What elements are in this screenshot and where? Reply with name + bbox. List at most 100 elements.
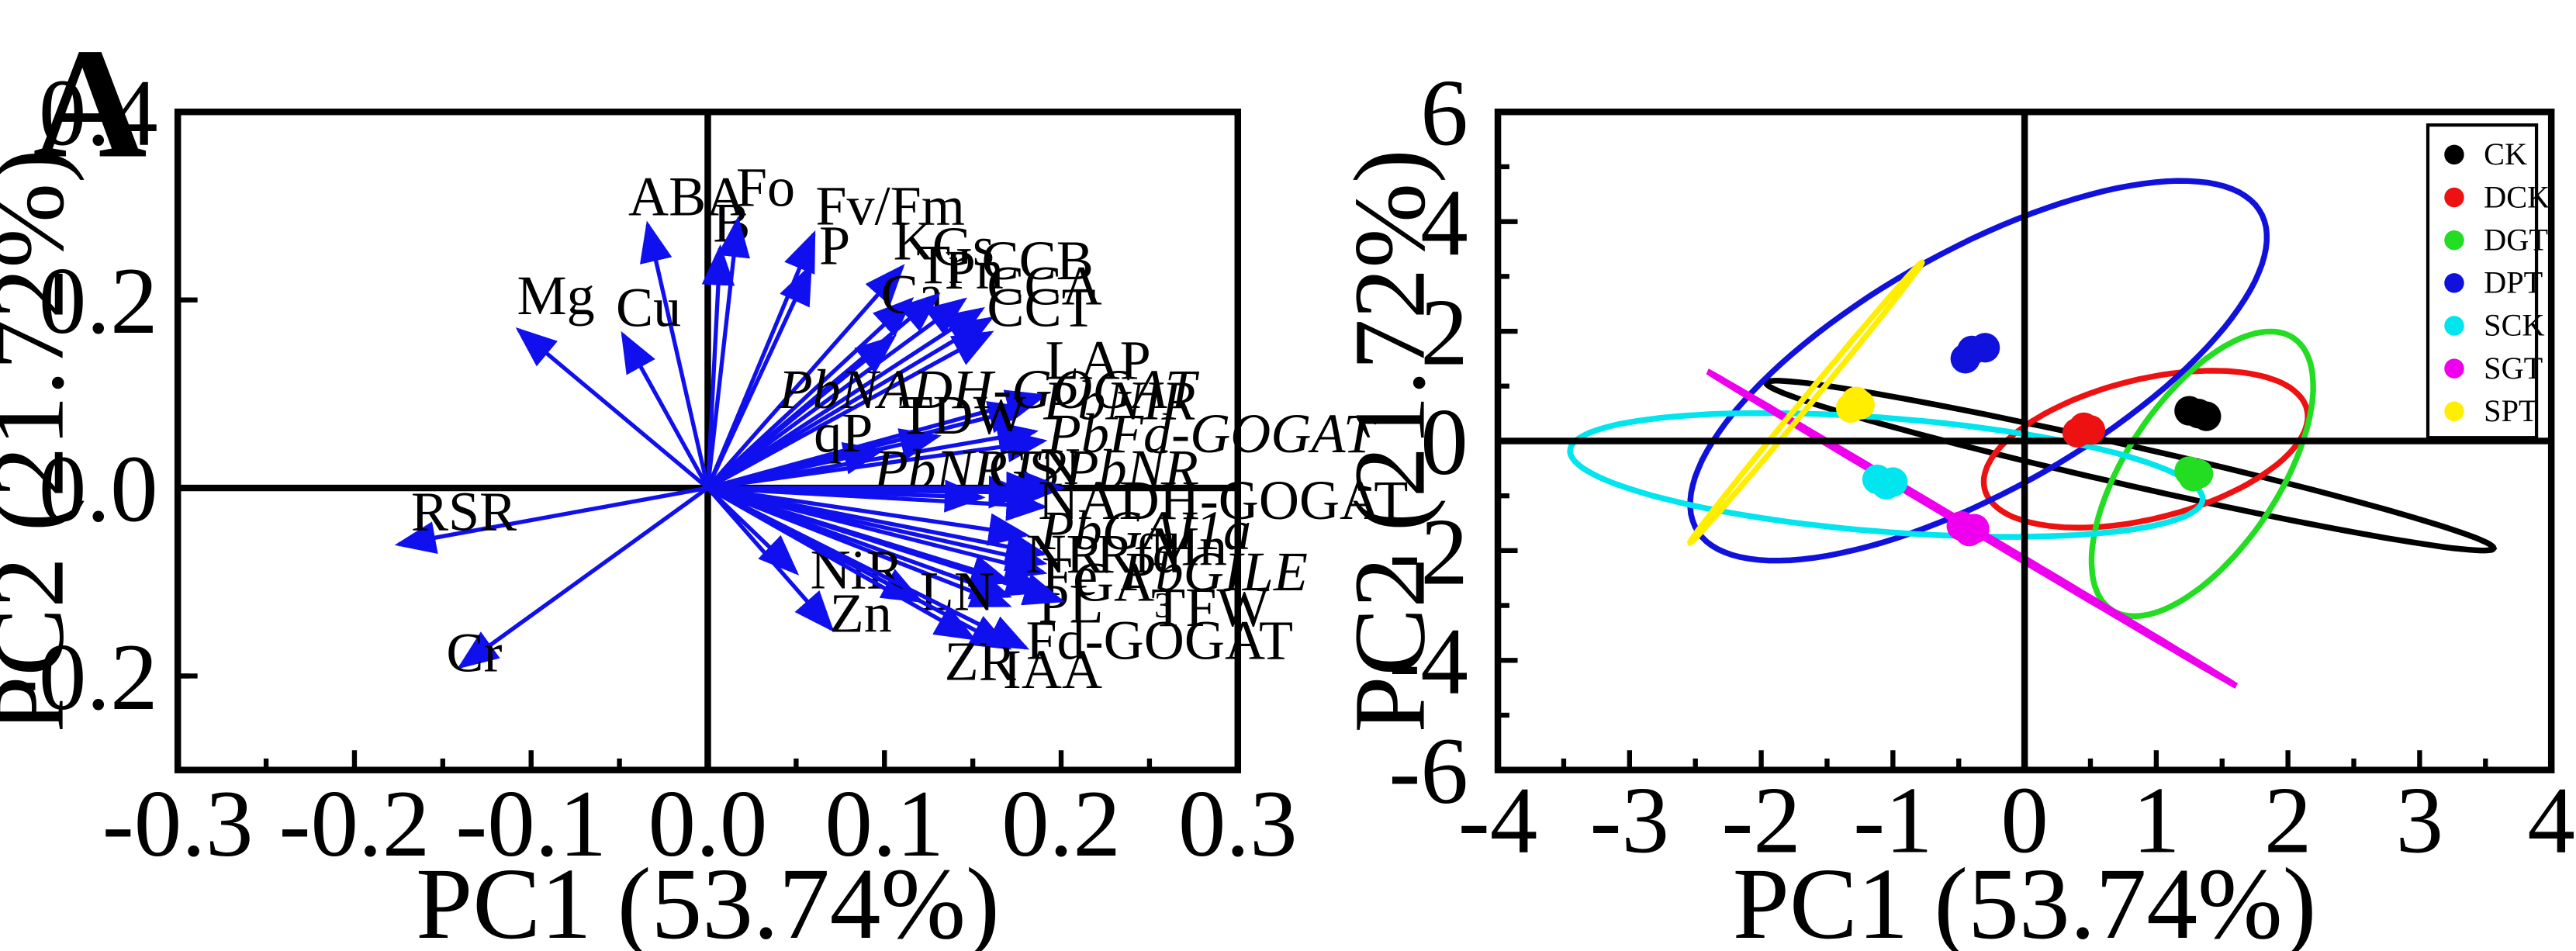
score-point-sgt bbox=[1959, 514, 1990, 544]
panel-b-x-tick-label: 2 bbox=[2264, 767, 2312, 873]
score-point-dpt bbox=[1970, 333, 2000, 363]
loading-label-cct: CCT bbox=[987, 277, 1095, 339]
loading-arrow-pl bbox=[707, 486, 1012, 608]
legend-marker-dck bbox=[2444, 187, 2464, 208]
panel-b-confidence-ellipses bbox=[1567, 178, 2498, 689]
panel-a-x-tick-label: -0.3 bbox=[102, 770, 254, 877]
panel-b-x-axis-title: PC1 (53.74%) bbox=[1733, 848, 2317, 951]
panel-a-y-tick-label: 0.2 bbox=[39, 247, 158, 354]
loading-arrow-cr bbox=[457, 486, 710, 669]
loading-arrow-qp bbox=[707, 441, 885, 490]
loading-label-k: K bbox=[894, 210, 934, 272]
loading-label-p: P bbox=[819, 215, 850, 277]
panel-b-x-tick-label: 0 bbox=[2000, 767, 2049, 873]
legend-marker-dgt bbox=[2444, 230, 2464, 251]
loading-label-gs: Gs bbox=[932, 216, 994, 278]
loading-arrow-p bbox=[706, 263, 812, 489]
panel-b-x-tick-label: 4 bbox=[2527, 767, 2575, 873]
loading-arrow-mg bbox=[515, 327, 710, 490]
panel-a-x-tick-label: 0.1 bbox=[825, 770, 944, 877]
loading-arrow-aba bbox=[639, 220, 711, 489]
loading-arrow-zn bbox=[706, 486, 835, 632]
loading-arrow-tfw bbox=[707, 486, 1066, 606]
loading-arrow-iaa bbox=[707, 486, 1030, 650]
panel-a-letter: A bbox=[33, 17, 147, 192]
loading-arrow-k bbox=[706, 264, 905, 489]
loading-label-iaa: IAA bbox=[1003, 638, 1102, 700]
loading-label-pbfd-gogat: PbFd-GOGAT bbox=[1046, 403, 1378, 465]
panel-b-x-tick-label: -4 bbox=[1458, 767, 1538, 873]
loading-label-qp: qP bbox=[814, 402, 873, 464]
loading-label-pbgai1a: PbGAI1a bbox=[1039, 500, 1251, 562]
loading-arrow-ccb bbox=[707, 306, 985, 490]
legend-marker-spt bbox=[2444, 401, 2464, 422]
loading-label-tr: Tr bbox=[916, 233, 967, 296]
loading-label-fd-gogat: Fd-GOGAT bbox=[1025, 610, 1293, 672]
legend-label-ck: CK bbox=[2484, 137, 2527, 171]
panel-a-x-tick-label: -0.2 bbox=[279, 770, 430, 877]
legend-marker-sgt bbox=[2444, 358, 2464, 379]
loading-label-pbnr: PbNR bbox=[1064, 438, 1198, 500]
loading-arrow-fo bbox=[705, 216, 750, 489]
loading-arrow-nadh-gogat bbox=[707, 486, 1048, 521]
loading-label-tdw: TDW bbox=[898, 384, 1025, 446]
panel-b-x-tick-label: -3 bbox=[1590, 767, 1670, 873]
panel-b-x-tick-label: -1 bbox=[1853, 767, 1933, 873]
panel-b-score-points bbox=[1835, 333, 2222, 547]
score-point-ck bbox=[2191, 401, 2222, 431]
loading-label-cu: Cu bbox=[616, 277, 681, 339]
panel-a-y-tick-label: -0.2 bbox=[7, 624, 158, 730]
panel-b-x-tick-label: -2 bbox=[1721, 767, 1801, 873]
loading-arrow-cct bbox=[707, 330, 994, 490]
panel-b-zero-lines bbox=[1498, 112, 2552, 770]
loading-label-rfd: Rfd bbox=[1097, 523, 1181, 585]
panel-a-x-tick-label: 0.3 bbox=[1178, 770, 1298, 877]
legend-label-dgt: DGT bbox=[2484, 222, 2548, 257]
loading-label-fv-fm: Fv/Fm bbox=[815, 175, 964, 237]
panel-b-y-tick-label: 0 bbox=[1420, 389, 1468, 495]
loading-arrow-b bbox=[701, 244, 735, 489]
legend-marker-ck bbox=[2444, 144, 2464, 165]
loading-arrow-cu bbox=[621, 330, 710, 489]
loading-arrow-tr bbox=[706, 297, 915, 490]
loading-arrow-rsr bbox=[394, 486, 708, 555]
legend-marker-sck bbox=[2444, 316, 2464, 336]
loading-label-lap: LAP bbox=[1046, 329, 1151, 391]
panel-a-x-tick-label: -0.1 bbox=[455, 770, 607, 877]
panel-a-ticks: -0.3 -0.2 -0.1 0.0 0.1 0.2 0.3-0.20.00.20.4 bbox=[7, 60, 1298, 877]
loading-label-zn: Zn bbox=[830, 583, 892, 645]
score-point-dgt bbox=[2184, 458, 2214, 489]
panel-b-legend: CK DCK DGT DPT SCK SGT SPT bbox=[2426, 123, 2550, 440]
loading-label-mg: Mg bbox=[517, 265, 594, 327]
ellipse-dgt bbox=[2088, 328, 2316, 620]
loading-label-subscript: 3 bbox=[1154, 586, 1172, 626]
loading-arrow-pn bbox=[706, 297, 968, 490]
panel-b-x-tick-label: 1 bbox=[2132, 767, 2180, 873]
panel-a: A -0.3 -0.2 -0.1 0.0 0.1 0.2 0.3-0.20.00.20.4 … bbox=[0, 17, 1408, 951]
score-point-spt bbox=[1845, 389, 1876, 420]
loading-arrow-gs bbox=[706, 292, 941, 490]
score-point-sck bbox=[1878, 467, 1908, 497]
loading-arrow-cca bbox=[707, 316, 994, 490]
loading-label-pbnir: PbNIR bbox=[1043, 370, 1195, 432]
loading-label-fo: Fo bbox=[736, 156, 795, 218]
ellipse-spt bbox=[1686, 259, 1925, 547]
panel-a-y-tick-label: 0.4 bbox=[39, 60, 158, 166]
ellipse-ck bbox=[1762, 378, 2498, 554]
legend-marker-dpt bbox=[2444, 273, 2464, 293]
legend-label-dpt: DPT bbox=[2484, 265, 2543, 300]
loading-label-mn: Mn bbox=[1150, 515, 1227, 577]
panel-a-y-axis-title: PC2 (21.72%) bbox=[0, 149, 85, 732]
legend-label-spt: SPT bbox=[2484, 393, 2537, 428]
panel-b-y-axis-title: PC2 (21.72%) bbox=[1334, 149, 1447, 732]
panel-a-x-tick-label: 0.0 bbox=[648, 770, 768, 877]
panel-b-y-tick-label: 6 bbox=[1420, 60, 1468, 166]
panel-a-x-tick-label: 0.2 bbox=[1001, 770, 1121, 877]
panel-b-y-tick-label: -6 bbox=[1388, 718, 1468, 824]
loading-label-nadh-gogat: NADH-GOGAT bbox=[1038, 469, 1408, 531]
score-point-dck bbox=[2075, 415, 2106, 445]
panel-b-y-tick-label: -4 bbox=[1388, 608, 1468, 714]
loading-label-pbnadh-gogat: PbNADH-GOGAT bbox=[778, 358, 1200, 420]
